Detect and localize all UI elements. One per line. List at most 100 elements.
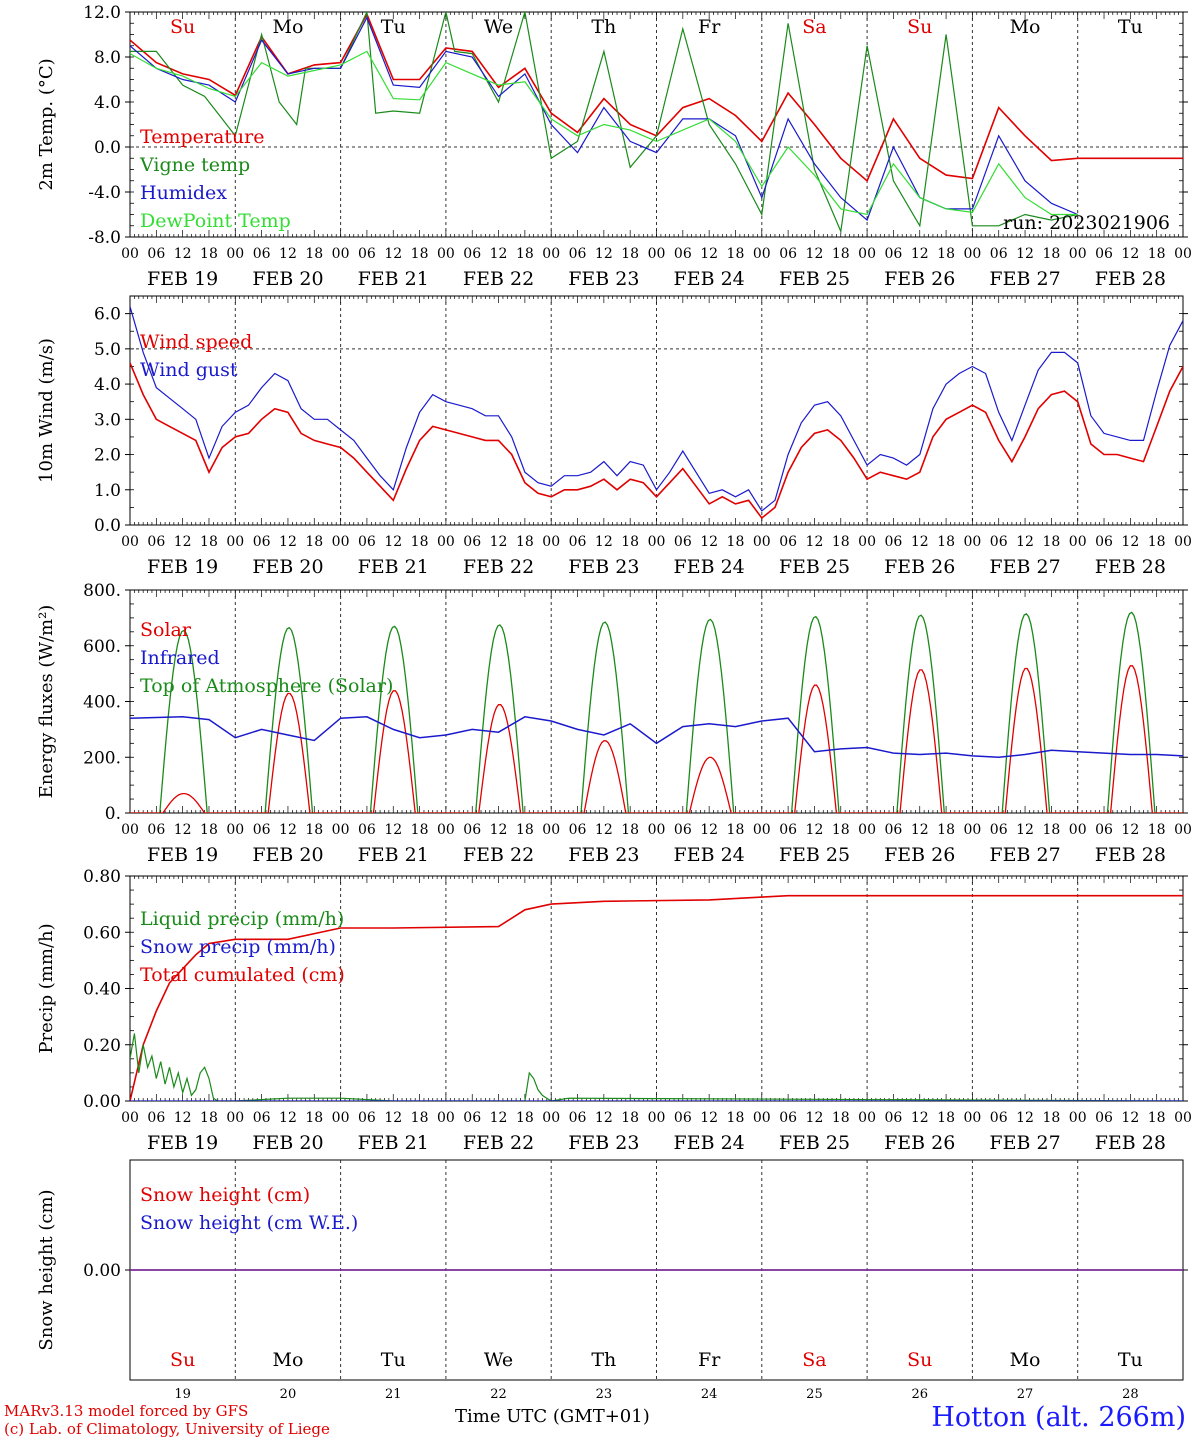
x-tick-label: 00 <box>1069 246 1087 262</box>
x-tick-label: 18 <box>305 822 323 838</box>
x-tick-label: 18 <box>832 822 850 838</box>
day-label: FEB 26 <box>884 844 955 866</box>
x-tick-label: 06 <box>147 246 165 262</box>
x-tick-label: 00 <box>648 534 666 550</box>
legend-item: Wind gust <box>140 359 238 381</box>
x-tick-label: 06 <box>779 534 797 550</box>
y-tick-label: 0.60 <box>83 923 121 943</box>
x-tick-label: 06 <box>253 822 271 838</box>
weekday-label: Su <box>170 1349 195 1371</box>
x-tick-label: 06 <box>674 822 692 838</box>
x-tick-label: 18 <box>621 822 639 838</box>
day-label: FEB 28 <box>1095 268 1166 290</box>
y-tick-label: 12.0 <box>83 3 121 23</box>
day-number: 25 <box>806 1387 823 1402</box>
x-tick-label: 12 <box>911 822 929 838</box>
x-tick-label: 18 <box>727 822 745 838</box>
credit-lab: (c) Lab. of Climatology, University of L… <box>4 1420 330 1438</box>
x-tick-label: 12 <box>384 246 402 262</box>
y-tick-label: 0.80 <box>83 867 121 887</box>
x-tick-label: 18 <box>305 246 323 262</box>
x-tick-label: 18 <box>621 1110 639 1126</box>
weekday-label: Mo <box>1010 1349 1041 1371</box>
y-tick-label: 3.0 <box>94 410 121 430</box>
legend-item: Snow height (cm W.E.) <box>140 1212 358 1234</box>
x-tick-label: 00 <box>542 246 560 262</box>
y-tick-label: 0.00 <box>83 1092 121 1112</box>
x-tick-label: 06 <box>463 1110 481 1126</box>
x-tick-label: 18 <box>1148 1110 1166 1126</box>
x-tick-label: 00 <box>437 246 455 262</box>
y-tick-label: 400. <box>83 693 121 713</box>
series-line-top-of-atmosphere-solar- <box>130 611 1183 813</box>
day-label: FEB 20 <box>252 844 323 866</box>
weekday-label: Fr <box>698 16 721 38</box>
x-tick-label: 06 <box>463 534 481 550</box>
day-label: FEB 24 <box>674 844 745 866</box>
legend-item: Total cumulated (cm) <box>140 964 345 986</box>
y-axis-label: Snow height (cm) <box>36 1189 57 1350</box>
day-label: FEB 22 <box>463 844 534 866</box>
x-tick-label: 18 <box>1042 534 1060 550</box>
day-label: FEB 22 <box>463 556 534 578</box>
weekday-label: Tu <box>1118 1349 1143 1371</box>
day-label: FEB 24 <box>674 268 745 290</box>
x-tick-label: 18 <box>937 1110 955 1126</box>
x-tick-label: 12 <box>1016 1110 1034 1126</box>
y-axis-label: 2m Temp. (°C) <box>36 58 57 190</box>
weekday-label: Su <box>907 1349 932 1371</box>
day-label: FEB 27 <box>989 268 1060 290</box>
x-tick-label: 12 <box>279 246 297 262</box>
y-tick-label: -4.0 <box>88 183 121 203</box>
day-label: FEB 24 <box>674 556 745 578</box>
y-tick-label: 1.0 <box>94 481 121 501</box>
day-label: FEB 20 <box>252 556 323 578</box>
day-label: FEB 27 <box>989 556 1060 578</box>
weekday-label: Sa <box>802 1349 826 1371</box>
day-label: FEB 20 <box>252 1132 323 1154</box>
x-tick-label: 00 <box>1069 1110 1087 1126</box>
x-tick-label: 00 <box>1174 822 1192 838</box>
x-tick-label: 12 <box>174 1110 192 1126</box>
x-tick-label: 06 <box>990 246 1008 262</box>
x-tick-label: 06 <box>885 534 903 550</box>
x-tick-label: 18 <box>200 1110 218 1126</box>
x-tick-label: 06 <box>779 822 797 838</box>
x-tick-label: 18 <box>832 246 850 262</box>
day-label: FEB 19 <box>147 844 218 866</box>
x-tick-label: 12 <box>174 246 192 262</box>
panel-frame <box>129 589 1184 814</box>
weekday-label: Su <box>907 16 932 38</box>
x-tick-label: 06 <box>885 822 903 838</box>
x-tick-label: 06 <box>358 1110 376 1126</box>
x-tick-label: 12 <box>384 822 402 838</box>
day-label: FEB 22 <box>463 1132 534 1154</box>
weekday-label: Fr <box>698 1349 721 1371</box>
x-tick-label: 18 <box>516 246 534 262</box>
x-tick-label: 00 <box>753 1110 771 1126</box>
x-tick-label: 00 <box>1174 246 1192 262</box>
credit-model: MARv3.13 model forced by GFS <box>4 1402 249 1420</box>
day-label: FEB 19 <box>147 556 218 578</box>
x-tick-label: 00 <box>226 534 244 550</box>
x-tick-label: 12 <box>279 822 297 838</box>
x-tick-label: 00 <box>437 1110 455 1126</box>
x-tick-label: 12 <box>384 1110 402 1126</box>
y-tick-label: 8.0 <box>94 48 121 68</box>
x-tick-label: 06 <box>358 822 376 838</box>
x-tick-label: 18 <box>937 822 955 838</box>
day-label: FEB 23 <box>568 556 639 578</box>
x-tick-label: 12 <box>595 534 613 550</box>
y-tick-label: 2.0 <box>94 446 121 466</box>
day-label: FEB 25 <box>779 556 850 578</box>
x-tick-label: 18 <box>411 246 429 262</box>
x-tick-label: 12 <box>806 246 824 262</box>
x-tick-label: 06 <box>990 822 1008 838</box>
x-tick-label: 06 <box>779 1110 797 1126</box>
x-tick-label: 00 <box>1069 534 1087 550</box>
day-label: FEB 27 <box>989 1132 1060 1154</box>
x-tick-label: 18 <box>1042 246 1060 262</box>
x-tick-label: 12 <box>1121 534 1139 550</box>
x-tick-label: 06 <box>253 534 271 550</box>
